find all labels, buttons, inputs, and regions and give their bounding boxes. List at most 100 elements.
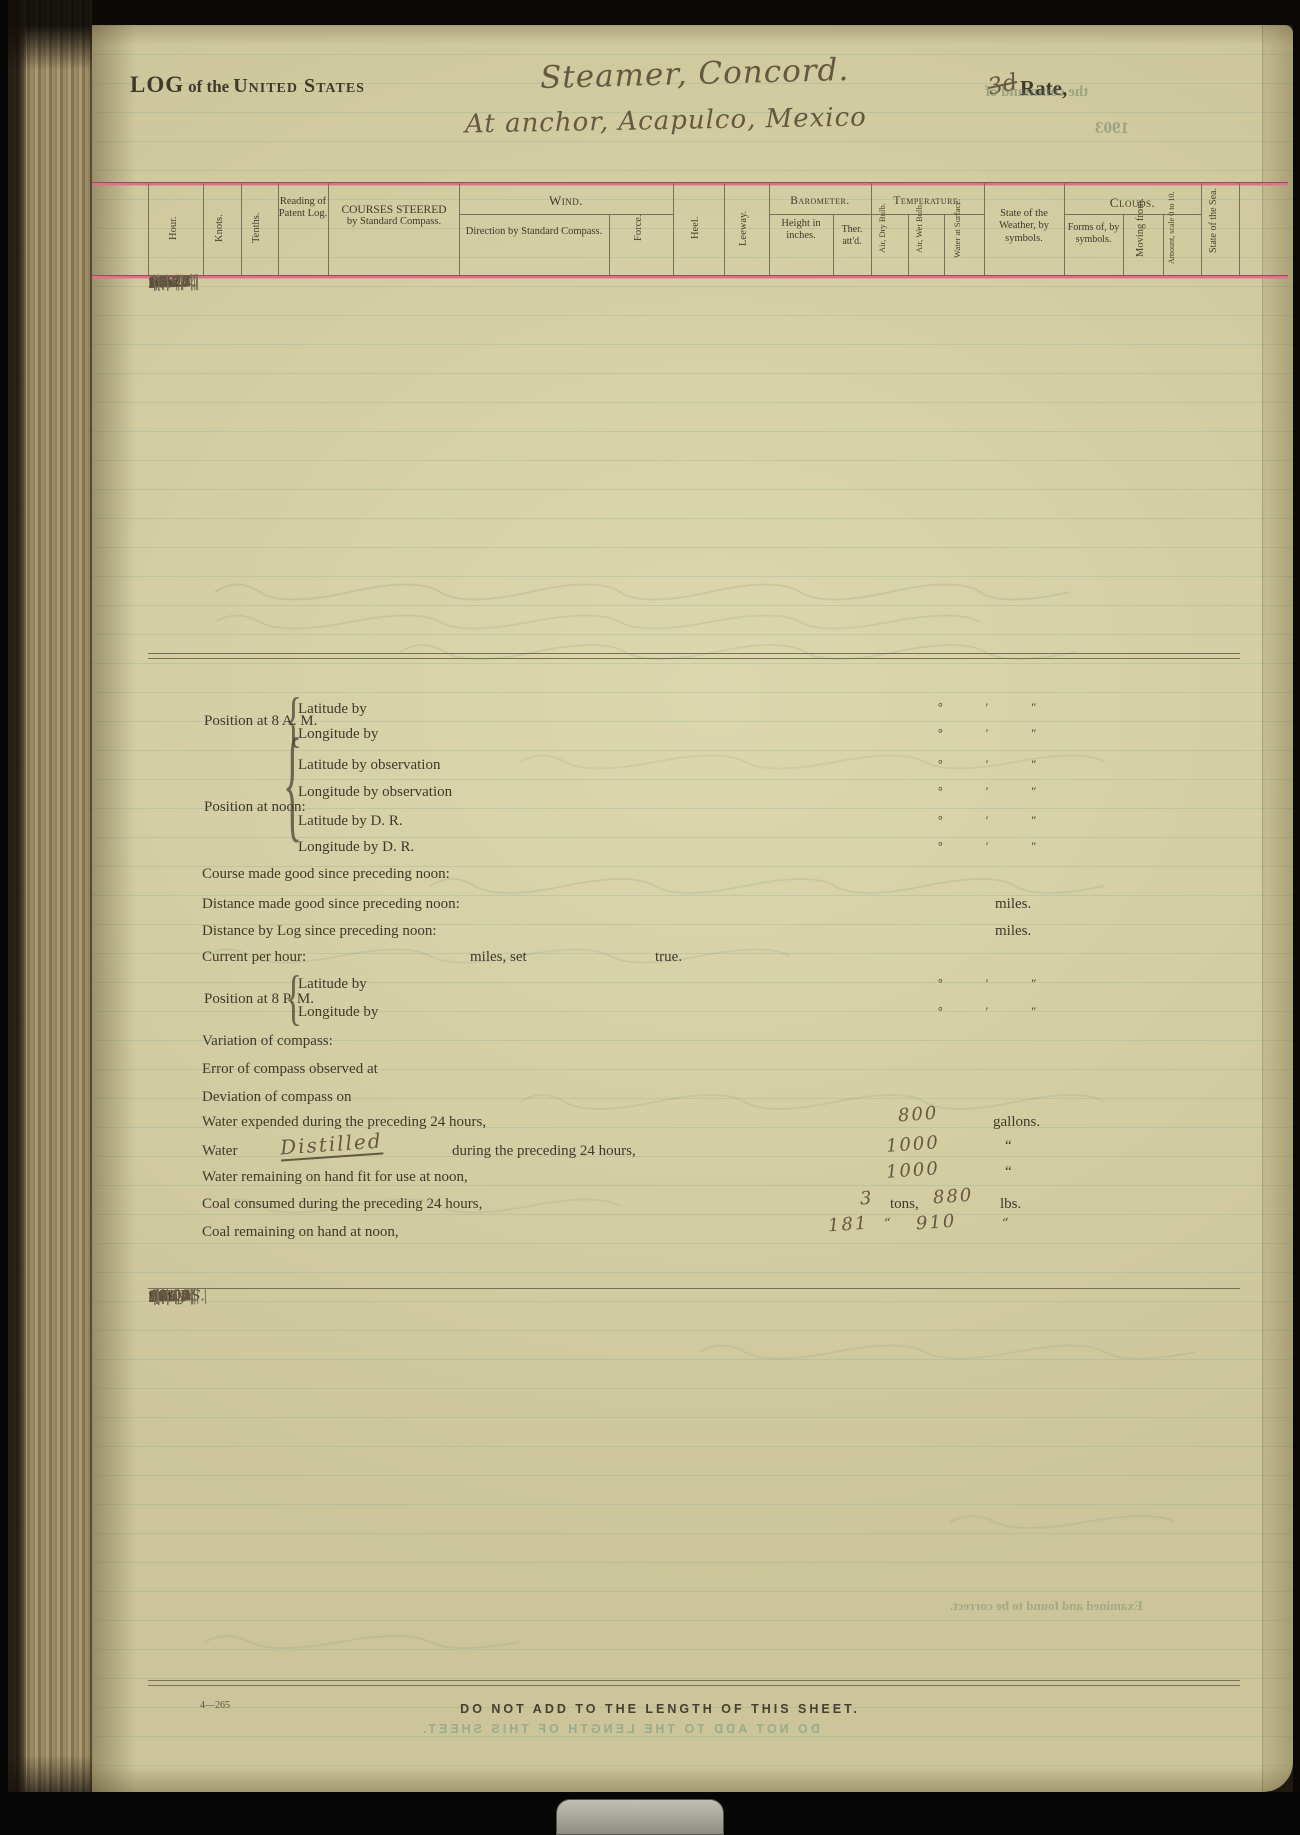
lon-dr-label: Longitude by D. R. — [298, 839, 415, 855]
lbs-label: lbs. — [1000, 1196, 1022, 1212]
dms-marks: °′″ — [938, 700, 1080, 714]
hour-cell: Noon. — [149, 275, 184, 290]
page-holder-clip — [556, 1799, 724, 1835]
log-row: A. M. — [149, 274, 1239, 315]
brace-8am: { — [285, 685, 303, 754]
distance-made-good-label: Distance made good since preceding noon: — [202, 896, 460, 912]
pm-table-bottom-line — [148, 1680, 1240, 1681]
col-cloud-forms: Forms of, by symbols. — [1067, 222, 1120, 245]
log-row — [149, 1288, 1239, 1304]
distance-by-log-label: Distance by Log since preceding noon: — [202, 923, 437, 939]
dms-marks: °′″ — [938, 813, 1080, 827]
log-row: Noon. ″ ″ 1 30.08 85 84 79 ″ ″ 3 — [148, 274, 1239, 302]
header-bottom-rule — [88, 275, 1288, 279]
deviation-label: Deviation of compass on — [202, 1089, 352, 1105]
during-24-label: during the preceding 24 hours, — [452, 1143, 636, 1159]
dms-marks: °′″ — [938, 976, 1080, 990]
ditto-hand: “ — [1001, 1215, 1012, 1233]
position-8am-label: Position at 8 A. M. — [204, 713, 318, 729]
water-remaining-value: 1000 — [885, 1158, 941, 1183]
col-state-of-sea: State of the Sea. — [1208, 188, 1219, 254]
col-leeway: Leeway. — [738, 210, 749, 246]
col-ther-attd: Ther. att'd. — [841, 224, 863, 247]
dms-marks: °′″ — [938, 784, 1080, 798]
footer-note: DO NOT ADD TO THE LENGTH OF THIS SHEET. — [460, 1702, 860, 1716]
coal-consumed-label: Coal consumed during the preceding 24 ho… — [202, 1196, 483, 1212]
col-courses-steered: COURSES STEERED by Standard Compass. — [341, 204, 447, 227]
true-label: true. — [655, 949, 683, 965]
form-number: 4—265 — [200, 1700, 230, 1711]
title-log: LOG — [130, 72, 185, 97]
water-expended-label: Water expended during the preceding 24 h… — [202, 1114, 487, 1130]
am-table-bottom-line — [148, 653, 1240, 654]
group-barometer: Barometer. — [790, 195, 850, 207]
current-per-hour-label: Current per hour: — [202, 949, 307, 965]
dms-marks: °′″ — [938, 839, 1080, 853]
col-state-weather: State of the Weather, by symbols. — [998, 208, 1050, 244]
coal-consumed-tons-value: 3 — [859, 1187, 875, 1210]
miles-label: miles. — [995, 923, 1032, 939]
lat-dr-label: Latitude by D. R. — [298, 813, 403, 829]
dms-marks: °′″ — [938, 1004, 1080, 1018]
brace-noon: { — [283, 712, 303, 855]
course-made-good-label: Course made good since preceding noon: — [202, 866, 450, 882]
col-hour: Hour. — [168, 216, 179, 240]
group-wind: Wind. — [548, 193, 584, 208]
water-expended-value: 800 — [897, 1102, 940, 1127]
bleed-footer-note: DO NOT ADD TO THE LENGTH OF THIS SHEET. — [420, 1722, 820, 1736]
log-row — [149, 274, 1239, 289]
log-table-header: Hour. Knots. Tenths. Force. Heel. Leeway… — [148, 182, 1240, 275]
lon-by-label: Longitude by — [298, 726, 379, 742]
water-distilled-value: 1000 — [885, 1132, 941, 1157]
col-patent-log: Reading of Patent Log. — [278, 196, 328, 220]
water-label: Water — [202, 1143, 238, 1159]
next-page-edge — [1263, 25, 1293, 1792]
variation-label: Variation of compass: — [202, 1033, 333, 1049]
ditto-mark: “ — [1005, 1164, 1012, 1180]
bleed-examined: Examined and found to be correct. — [950, 1598, 1143, 1613]
water-remaining-label: Water remaining on hand fit for use at n… — [202, 1169, 468, 1185]
bleed-command-of: the command of — [985, 84, 1089, 100]
lon-by-label: Longitude by — [298, 1004, 379, 1020]
log-row: 9 ″ W.S.W. 1 30.10 82 80 77 ″ ″ 1 — [148, 274, 1239, 302]
group-clouds: Clouds. — [1109, 195, 1156, 210]
col-tenths: Tenths. — [251, 212, 262, 244]
hour-cell: 9 — [149, 1289, 157, 1304]
col-wind-direction: Direction by Standard Compass. — [465, 226, 603, 237]
hour-cell: Mid. — [149, 1289, 176, 1304]
miles-label: miles. — [995, 896, 1032, 912]
tons-label: tons, — [890, 1196, 919, 1212]
page-edge-line — [1262, 25, 1263, 1792]
dms-marks: °′″ — [938, 757, 1080, 771]
title-united-states: United States — [233, 75, 365, 97]
book-binding-shadow — [0, 0, 26, 1835]
page-title: LOG of the United States — [130, 72, 365, 98]
group-temperature: Temperature. — [893, 195, 962, 207]
table-top-rule — [88, 182, 1288, 186]
col-heel: Heel. — [690, 216, 701, 240]
am-table-bottom-line2 — [148, 658, 1240, 659]
hour-cell: 9 — [149, 275, 157, 290]
position-8pm-label: Position at 8 P. M. — [204, 991, 315, 1007]
lat-obs-label: Latitude by observation — [298, 757, 441, 773]
lat-by-label: Latitude by — [298, 701, 367, 717]
col-height-inches: Height in inches. — [781, 218, 821, 242]
rate-label: Rate, — [1020, 76, 1068, 100]
coal-remaining-lbs-value: 910 — [915, 1210, 958, 1235]
dms-marks: °′″ — [938, 726, 1080, 740]
gallons-label: gallons. — [993, 1114, 1041, 1130]
coal-consumed-lbs-value: 880 — [932, 1184, 975, 1209]
brace-8pm: { — [285, 963, 303, 1032]
hour-cell: 11 — [149, 275, 164, 290]
ditto-hand: “ — [883, 1215, 894, 1233]
title-of-the: of the — [188, 77, 230, 96]
log-row: Mid. E. by S. ″ 1 30.05 82 78 75 ″ ″ 1 1 — [148, 1288, 1239, 1317]
coal-remaining-tons-value: 181 — [827, 1212, 870, 1237]
lat-by-label: Latitude by — [298, 976, 367, 992]
lon-obs-label: Longitude by observation — [298, 784, 453, 800]
miles-set-label: miles, set — [470, 949, 527, 965]
pm-table-bottom-line2 — [148, 1685, 1240, 1686]
moving-from-cell: 1 — [149, 1289, 159, 1304]
